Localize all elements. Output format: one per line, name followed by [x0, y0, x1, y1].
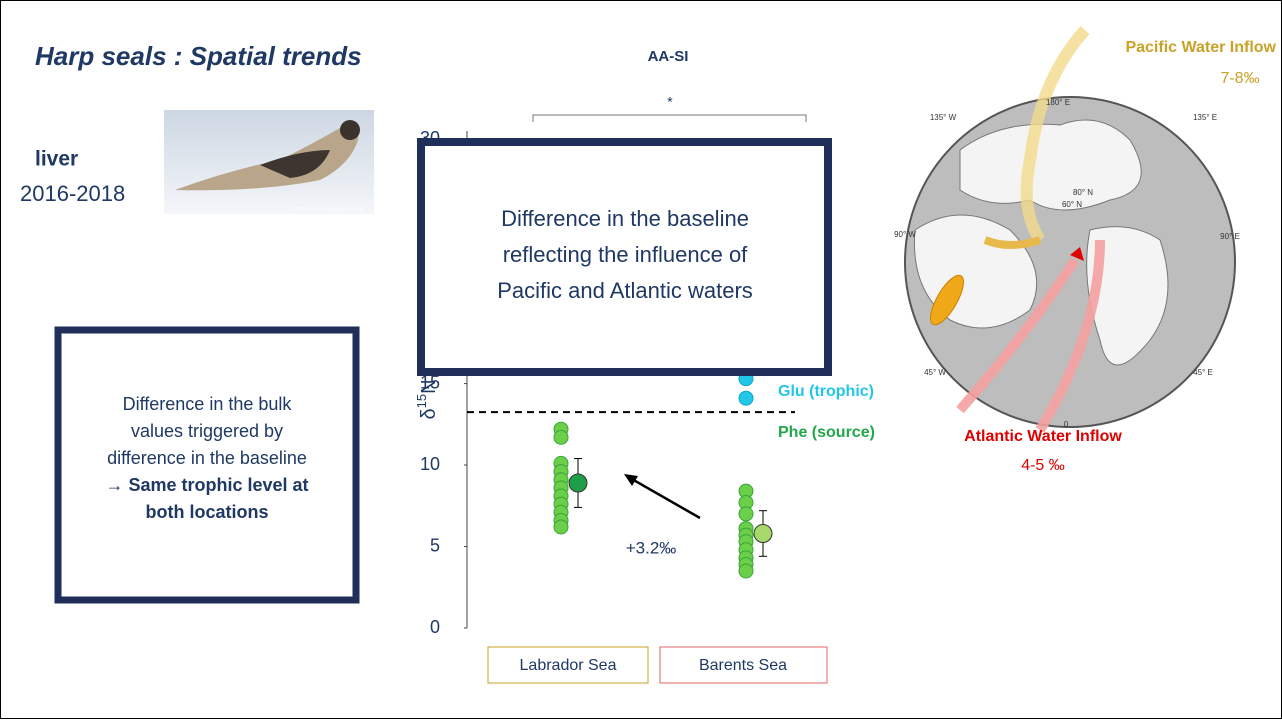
legend-label: Glu (trophic)	[778, 383, 874, 400]
seal-photo: © M. Watson / www.ardea.com	[164, 110, 374, 214]
left-box: Difference in the bulk values triggered b…	[54, 326, 360, 604]
map-grid-label: 135° W	[930, 113, 957, 122]
phe-point	[553, 519, 569, 535]
map-grid-label: 135° E	[1193, 113, 1217, 122]
box-text: Difference in the bulk	[123, 394, 293, 414]
pacific-label: Pacific Water Inflow	[1125, 39, 1276, 56]
phe-mean	[568, 473, 588, 493]
map-grid-label: 45° E	[1193, 368, 1213, 377]
glu-point	[738, 390, 754, 406]
box-text: difference in the baseline	[107, 448, 307, 468]
phe-point	[553, 429, 569, 445]
map	[904, 25, 1236, 433]
map-grid-label: 60° N	[1062, 200, 1082, 209]
arrow-head	[624, 474, 638, 486]
atlantic-value: 4-5 ‰	[1021, 457, 1065, 474]
chart-title: AA-SI	[648, 48, 689, 65]
box-text: values triggered by	[131, 421, 283, 441]
y-axis-label-part: δ	[418, 408, 440, 419]
map-grid-label: 80° N	[1073, 188, 1093, 197]
significance: *	[667, 94, 673, 110]
box-text: Difference in the baseline	[501, 206, 749, 231]
box-text-bold: → Same trophic level at	[105, 475, 308, 495]
y-tick-label: 10	[420, 454, 440, 474]
annotation: +3.2‰	[626, 538, 677, 557]
map-grid-labels: 180° E 135° W 90° W 45° W 0 45° E 90° E 135° E 6…	[894, 98, 1240, 429]
arrow	[629, 476, 701, 520]
map-grid-label: 90° W	[894, 230, 916, 239]
pacific-value: 7-8‰	[1220, 70, 1259, 87]
tissue: liver	[35, 148, 78, 171]
phe-point	[738, 563, 754, 579]
y-tick-label: 15	[420, 372, 440, 392]
map-grid-label: 0	[1064, 420, 1069, 429]
phe-point	[738, 506, 754, 522]
category-box	[659, 646, 828, 684]
atlantic-label: Atlantic Water Inflow	[964, 428, 1122, 445]
years: 2016-2018	[20, 181, 125, 206]
main-box: Difference in the baseline reflecting the…	[417, 138, 832, 376]
box-text-bold: both locations	[146, 502, 269, 522]
phe-mean	[753, 523, 773, 543]
category-box	[487, 646, 649, 684]
box-text: reflecting the influence of	[503, 242, 748, 267]
photo-credit: © M. Watson / www.ardea.com	[296, 205, 365, 212]
map-grid-label: 180° E	[1046, 98, 1070, 107]
slide-title: Harp seals : Spatial trends	[35, 41, 362, 71]
category-label: Labrador Sea	[520, 657, 617, 674]
y-tick-label: 0	[430, 617, 440, 637]
map-grid-label: 90° E	[1220, 232, 1240, 241]
y-axis-label-part: 15	[414, 394, 429, 408]
legend-label: Phe (source)	[778, 424, 875, 441]
box-text: Pacific and Atlantic waters	[497, 278, 753, 303]
map-grid-label: 45° W	[924, 368, 946, 377]
significance-bracket	[532, 114, 807, 122]
category-label: Barents Sea	[699, 657, 787, 674]
y-tick-label: 5	[430, 535, 440, 555]
